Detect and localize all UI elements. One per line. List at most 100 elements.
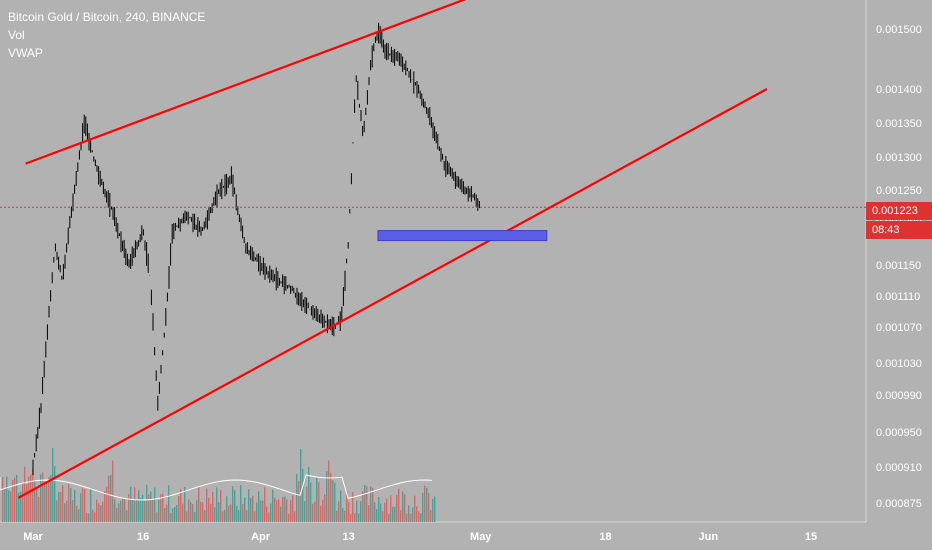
- volume-bar: [354, 513, 356, 522]
- volume-bar: [414, 495, 416, 522]
- volume-bar: [64, 503, 66, 522]
- volume-bar: [30, 474, 32, 522]
- volume-bar: [118, 503, 120, 522]
- volume-bar: [404, 494, 406, 522]
- volume-bar: [52, 447, 54, 522]
- countdown-label: 08:43: [866, 221, 932, 239]
- volume-bar: [346, 491, 348, 522]
- volume-bar: [278, 499, 280, 522]
- volume-bar: [186, 511, 188, 522]
- volume-bar: [326, 471, 328, 522]
- volume-bar: [334, 482, 336, 522]
- volume-bar: [422, 492, 424, 522]
- volume-bar: [266, 506, 268, 522]
- volume-bar: [236, 505, 238, 522]
- volume-bar: [304, 501, 306, 522]
- volume-bar: [376, 508, 378, 522]
- price-tick-label: 0.001300: [876, 152, 922, 164]
- volume-bar: [264, 487, 266, 522]
- vwap-line: [0, 474, 433, 501]
- volume-bar: [252, 495, 254, 522]
- volume-bar: [46, 482, 48, 522]
- volume-bar: [238, 510, 240, 522]
- vwap-indicator-label[interactable]: VWAP: [8, 46, 43, 60]
- price-tick-label: 0.001500: [876, 24, 922, 36]
- volume-bar: [424, 485, 426, 522]
- volume-bar: [430, 510, 432, 522]
- volume-bar: [176, 504, 178, 522]
- volume-bar: [76, 506, 78, 522]
- volume-bar: [348, 502, 350, 522]
- volume-bar: [288, 513, 290, 522]
- volume-bar: [342, 507, 344, 522]
- volume-bar: [240, 485, 242, 522]
- volume-bar: [34, 479, 36, 522]
- volume-indicator-label[interactable]: Vol: [8, 28, 25, 42]
- volume-bar: [280, 506, 282, 522]
- volume-bar: [248, 489, 250, 522]
- price-tick-label: 0.001250: [876, 185, 922, 197]
- volume-bar: [134, 487, 136, 522]
- volume-bar: [32, 468, 34, 522]
- volume-bar: [220, 489, 222, 522]
- volume-bar: [406, 513, 408, 522]
- volume-bar: [146, 484, 148, 522]
- volume-bar: [44, 481, 46, 522]
- volume-bar: [166, 504, 168, 522]
- volume-bar: [324, 494, 326, 522]
- volume-bar: [198, 486, 200, 522]
- volume-bar: [362, 491, 364, 522]
- volume-bar: [228, 505, 230, 522]
- volume-bar: [224, 509, 226, 522]
- volume-bar: [42, 472, 44, 522]
- date-tick-label: 16: [137, 531, 149, 543]
- volume-bar: [12, 480, 14, 522]
- volume-bar: [178, 496, 180, 522]
- volume-bar: [218, 502, 220, 522]
- volume-bar: [358, 513, 360, 522]
- volume-bar: [268, 512, 270, 522]
- volume-bar: [356, 500, 358, 522]
- volume-bar: [432, 498, 434, 522]
- volume-bar: [386, 498, 388, 522]
- volume-bar: [260, 500, 262, 522]
- volume-bar: [202, 502, 204, 522]
- date-tick-label: Apr: [251, 531, 271, 543]
- volume-bar: [258, 491, 260, 522]
- volume-bar: [70, 487, 72, 522]
- volume-bar: [410, 513, 412, 522]
- date-tick-label: Jun: [698, 531, 718, 543]
- volume-bar: [290, 500, 292, 522]
- volume-bar: [38, 496, 40, 522]
- volume-bar: [396, 494, 398, 522]
- volume-bar: [374, 502, 376, 522]
- volume-bar: [416, 506, 418, 522]
- volume-bar: [200, 501, 202, 522]
- volume-bar: [116, 508, 118, 522]
- volume-bar: [66, 500, 68, 522]
- volume-bar: [18, 492, 20, 522]
- volume-bar: [154, 487, 156, 522]
- volume-bar: [148, 494, 150, 522]
- volume-bar: [328, 460, 330, 522]
- volume-bar: [82, 487, 84, 522]
- volume-bar: [28, 476, 30, 522]
- volume-bar: [246, 510, 248, 522]
- volume-bar: [292, 495, 294, 522]
- volume-bar: [344, 510, 346, 522]
- price-tick-label: 0.001030: [876, 358, 922, 370]
- volume-bar: [232, 486, 234, 522]
- price-tick-label: 0.000950: [876, 427, 922, 439]
- price-tick-label: 0.000875: [876, 498, 922, 510]
- volume-bar: [226, 496, 228, 522]
- volume-bar: [428, 492, 430, 522]
- volume-bar: [50, 475, 52, 522]
- volume-bar: [92, 509, 94, 522]
- date-tick-label: 13: [342, 531, 354, 543]
- volume-bar: [58, 491, 60, 522]
- volume-bar: [390, 495, 392, 522]
- volume-bar: [14, 477, 16, 522]
- volume-bar: [6, 476, 8, 522]
- volume-bar: [84, 489, 86, 522]
